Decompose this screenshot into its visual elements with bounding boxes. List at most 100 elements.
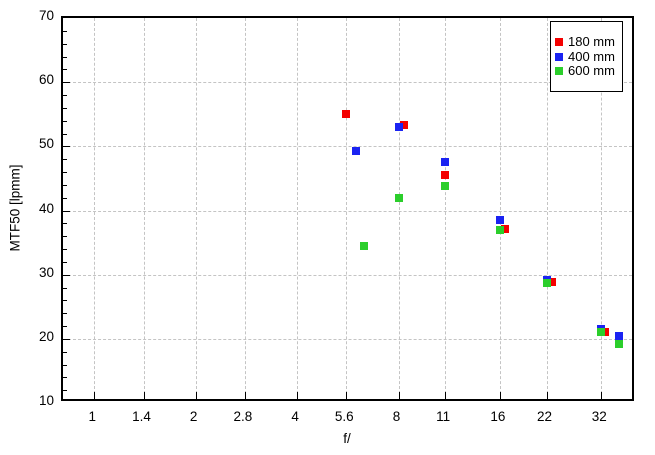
y-minor-tick	[63, 120, 67, 122]
data-point	[359, 241, 368, 250]
data-point	[542, 279, 551, 287]
gridline-horizontal	[63, 210, 632, 212]
y-tick-label: 50	[38, 136, 54, 152]
gridline-vertical	[195, 18, 197, 399]
gridline-vertical	[398, 18, 400, 399]
y-minor-tick	[63, 184, 67, 186]
legend-item-label: 180 mm	[568, 34, 615, 49]
x-major-tick	[244, 392, 246, 399]
x-major-tick	[94, 392, 96, 399]
y-minor-tick	[63, 313, 67, 315]
x-tick-label: 1	[88, 409, 97, 424]
gridline-vertical	[445, 18, 447, 399]
y-minor-tick	[63, 69, 67, 71]
y-major-tick	[63, 274, 70, 276]
gridline-vertical	[297, 18, 299, 399]
y-minor-tick	[63, 390, 67, 392]
x-axis-label: f/	[343, 431, 351, 446]
data-point	[597, 328, 606, 337]
y-minor-tick	[63, 223, 67, 225]
data-point	[614, 340, 623, 348]
gridline-vertical	[244, 18, 246, 399]
x-major-tick	[143, 392, 145, 399]
y-tick-label: 70	[38, 8, 54, 23]
legend-item-label: 600 mm	[568, 63, 615, 78]
y-major-tick	[63, 338, 70, 340]
data-point	[495, 225, 504, 234]
gridline-horizontal	[63, 146, 632, 148]
y-minor-tick	[63, 377, 67, 379]
gridline-vertical	[94, 18, 96, 399]
y-tick-label: 10	[38, 393, 54, 408]
data-point	[394, 123, 403, 132]
gridline-vertical	[346, 18, 348, 399]
y-minor-tick	[63, 56, 67, 58]
data-point	[500, 225, 509, 234]
x-major-tick	[195, 392, 197, 399]
gridline-vertical	[499, 18, 501, 399]
gridline-vertical	[601, 18, 603, 399]
y-tick-label: 40	[38, 200, 54, 216]
x-major-tick	[601, 392, 603, 399]
x-tick-label: 2.8	[233, 409, 253, 424]
x-major-tick	[398, 392, 400, 399]
legend-swatch	[555, 38, 563, 46]
y-minor-tick	[63, 300, 67, 302]
y-minor-tick	[63, 261, 67, 263]
y-minor-tick	[63, 351, 67, 353]
data-point	[495, 216, 504, 225]
x-tick-label: 5.6	[334, 409, 354, 424]
x-major-tick	[546, 392, 548, 399]
y-tick-label: 60	[38, 72, 54, 88]
legend-swatch	[555, 67, 563, 75]
x-tick-label: 2	[189, 409, 198, 424]
gridline-horizontal	[63, 274, 632, 276]
x-major-tick	[499, 392, 501, 399]
y-minor-tick	[63, 236, 67, 238]
legend: 180 mm 400 mm 600 mm	[550, 21, 623, 92]
data-point	[342, 110, 351, 119]
y-minor-tick	[63, 43, 67, 45]
data-point	[441, 181, 450, 190]
data-point	[547, 278, 556, 287]
legend-item: 400 mm	[555, 49, 622, 64]
y-major-tick	[63, 210, 70, 212]
data-point	[394, 193, 403, 202]
y-tick-label: 20	[38, 328, 54, 344]
x-tick-label: 8	[392, 409, 401, 424]
y-minor-tick	[63, 287, 67, 289]
y-tick-label: 30	[38, 264, 54, 280]
x-major-tick	[346, 392, 348, 399]
legend-item: 180 mm	[555, 35, 622, 50]
y-minor-tick	[63, 326, 67, 327]
x-tick-label: 22	[536, 409, 553, 424]
data-point	[441, 157, 450, 166]
y-minor-tick	[63, 30, 67, 32]
x-tick-label: 32	[591, 409, 607, 424]
y-minor-tick	[63, 249, 67, 250]
y-minor-tick	[63, 172, 67, 173]
y-major-tick	[63, 82, 70, 84]
y-major-tick	[63, 146, 70, 148]
x-tick-label: 4	[291, 409, 299, 424]
gridline-vertical	[143, 18, 145, 399]
y-minor-tick	[63, 133, 67, 135]
y-minor-tick	[63, 107, 67, 109]
y-minor-tick	[63, 364, 67, 366]
data-point	[601, 327, 610, 336]
y-minor-tick	[63, 197, 67, 199]
data-point	[399, 121, 408, 130]
x-tick-label: 11	[436, 409, 451, 424]
legend-swatch	[555, 52, 563, 61]
x-tick-label: 16	[490, 409, 506, 424]
data-point	[352, 146, 361, 155]
data-point	[441, 170, 450, 179]
x-major-tick	[297, 392, 299, 399]
gridline-vertical	[546, 18, 548, 399]
y-minor-tick	[63, 159, 67, 161]
legend-item-label: 400 mm	[568, 48, 615, 64]
data-point	[614, 332, 623, 341]
y-minor-tick	[63, 95, 67, 96]
x-tick-label: 1.4	[132, 409, 151, 424]
